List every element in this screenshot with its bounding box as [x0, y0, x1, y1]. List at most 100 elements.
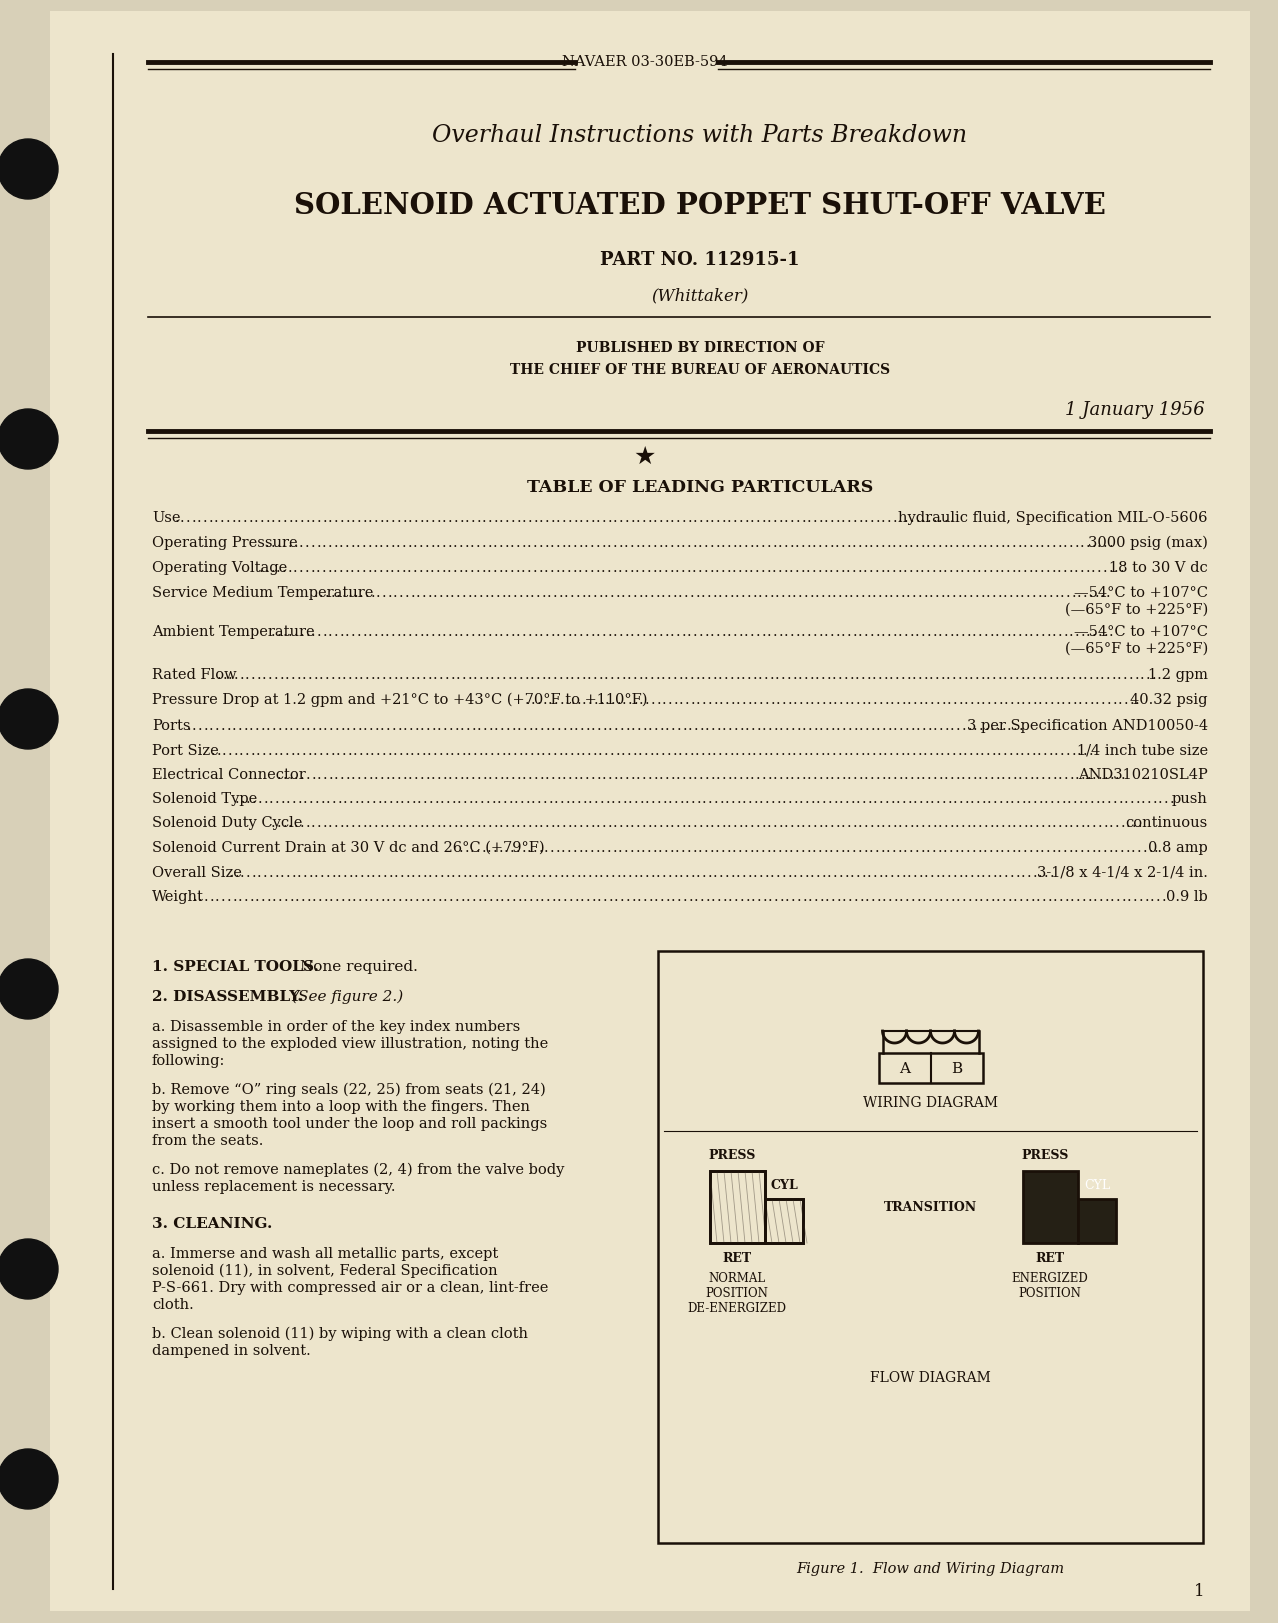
Text: .: .	[613, 815, 617, 829]
Text: .: .	[376, 743, 381, 758]
Text: Operating Voltage: Operating Voltage	[152, 560, 288, 575]
Text: .: .	[403, 719, 408, 732]
Text: .: .	[245, 865, 250, 880]
Text: .: .	[718, 586, 722, 599]
Text: .: .	[1058, 625, 1062, 638]
Text: .: .	[635, 536, 640, 550]
Text: .: .	[569, 719, 573, 732]
Text: .: .	[1047, 815, 1051, 829]
Text: .: .	[622, 693, 626, 706]
Text: .: .	[734, 889, 739, 904]
Text: .: .	[285, 743, 289, 758]
Text: .: .	[1034, 841, 1039, 854]
Text: .: .	[716, 511, 721, 524]
Text: .: .	[521, 841, 525, 854]
Text: .: .	[585, 719, 590, 732]
Text: .: .	[869, 536, 874, 550]
Text: .: .	[366, 865, 371, 880]
Text: .: .	[997, 743, 1002, 758]
Text: .: .	[993, 792, 997, 805]
Text: .: .	[516, 719, 521, 732]
Text: .: .	[1095, 693, 1099, 706]
Text: .: .	[325, 743, 328, 758]
Text: .: .	[841, 511, 846, 524]
Text: .: .	[813, 625, 817, 638]
Text: .: .	[929, 586, 933, 599]
Text: .: .	[553, 865, 558, 880]
Text: .: .	[665, 625, 668, 638]
Text: .: .	[345, 536, 349, 550]
Text: .: .	[942, 792, 946, 805]
Text: .: .	[845, 792, 849, 805]
Text: .: .	[537, 865, 541, 880]
Text: CYL: CYL	[1084, 1178, 1111, 1191]
Text: .: .	[672, 667, 677, 682]
Text: .: .	[1086, 815, 1090, 829]
Text: .: .	[1103, 768, 1108, 782]
Text: .: .	[567, 768, 573, 782]
Text: .: .	[666, 743, 671, 758]
Text: .: .	[629, 560, 634, 575]
Text: .: .	[704, 841, 708, 854]
Text: .: .	[746, 743, 751, 758]
Text: .: .	[429, 560, 435, 575]
Text: .: .	[987, 667, 990, 682]
Text: .: .	[721, 625, 726, 638]
Text: .: .	[702, 693, 707, 706]
Text: .: .	[941, 865, 946, 880]
Text: .: .	[619, 511, 624, 524]
Text: .: .	[328, 625, 332, 638]
Text: .: .	[1007, 719, 1012, 732]
Text: .: .	[368, 511, 373, 524]
Text: .: .	[322, 511, 327, 524]
Text: .: .	[474, 792, 479, 805]
Text: .: .	[804, 667, 808, 682]
Text: .: .	[932, 841, 937, 854]
Text: .: .	[753, 865, 758, 880]
Text: .: .	[989, 841, 993, 854]
Text: .: .	[712, 586, 717, 599]
Text: .: .	[468, 865, 473, 880]
Text: .: .	[767, 625, 772, 638]
Text: .: .	[988, 560, 993, 575]
Text: .: .	[909, 841, 914, 854]
Text: .: .	[814, 889, 818, 904]
Text: .: .	[974, 889, 978, 904]
Text: .: .	[450, 743, 455, 758]
Text: .: .	[631, 889, 636, 904]
Text: Rated Flow: Rated Flow	[152, 667, 236, 682]
Text: .: .	[1012, 719, 1017, 732]
Text: .: .	[302, 743, 307, 758]
Text: .: .	[1105, 667, 1111, 682]
Text: .: .	[528, 625, 532, 638]
Text: .: .	[533, 625, 538, 638]
Text: .: .	[661, 743, 666, 758]
Text: .: .	[280, 792, 285, 805]
Text: .: .	[585, 768, 589, 782]
Text: .: .	[860, 586, 865, 599]
Text: .: .	[847, 719, 852, 732]
Text: 18 to 30 V dc: 18 to 30 V dc	[1109, 560, 1208, 575]
Text: .: .	[1103, 841, 1107, 854]
Text: .: .	[311, 815, 316, 829]
Text: .: .	[709, 625, 714, 638]
Text: .: .	[841, 625, 846, 638]
Text: P-S-661. Dry with compressed air or a clean, lint-free: P-S-661. Dry with compressed air or a cl…	[152, 1281, 548, 1294]
Text: .: .	[546, 719, 550, 732]
Text: .: .	[331, 865, 336, 880]
Text: .: .	[612, 536, 617, 550]
Text: .: .	[1135, 792, 1140, 805]
Text: .: .	[1126, 841, 1130, 854]
Text: .: .	[394, 667, 397, 682]
Text: .: .	[740, 743, 745, 758]
Text: .: .	[431, 815, 436, 829]
Text: .: .	[1058, 889, 1063, 904]
Text: .: .	[755, 841, 759, 854]
Text: .: .	[952, 586, 956, 599]
Text: .: .	[1021, 792, 1026, 805]
Text: ★: ★	[634, 445, 656, 469]
Text: .: .	[345, 815, 350, 829]
Text: .: .	[385, 511, 390, 524]
Text: .: .	[999, 560, 1005, 575]
Text: .: .	[1012, 625, 1016, 638]
